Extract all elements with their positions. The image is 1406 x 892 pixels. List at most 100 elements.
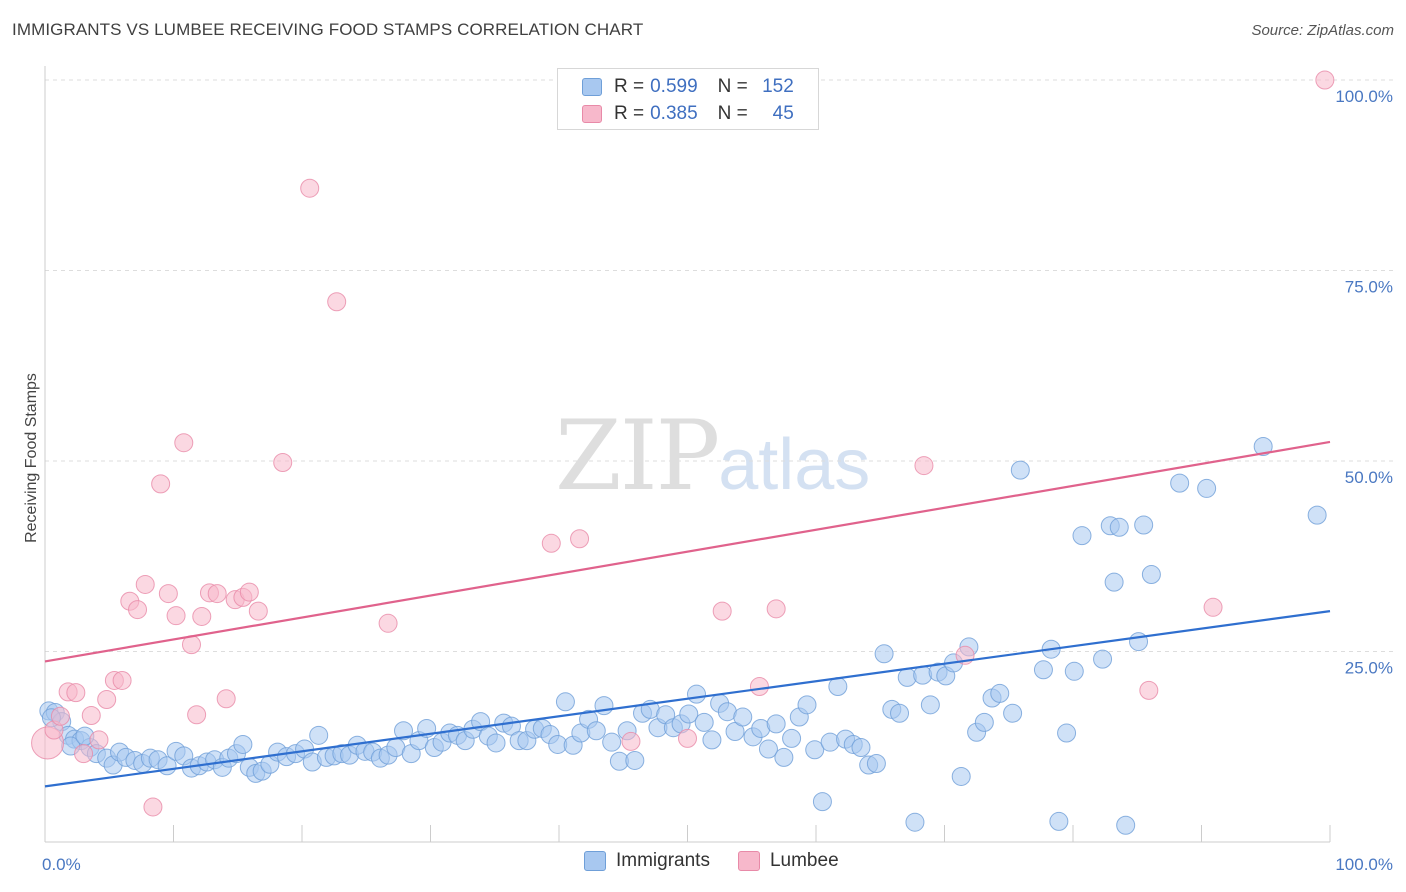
immigrants-point	[1197, 478, 1217, 498]
immigrants-point	[486, 733, 506, 753]
immigrants-points	[39, 437, 1327, 835]
lumbee-point	[97, 690, 117, 710]
lumbee-point	[300, 178, 320, 198]
chart-title: IMMIGRANTS VS LUMBEE RECEIVING FOOD STAM…	[12, 20, 644, 39]
immigrants-point	[766, 714, 786, 734]
immigrants-point	[951, 766, 971, 786]
lumbee-point	[174, 433, 194, 453]
immigrants-point	[1093, 649, 1113, 669]
lumbee-point	[1203, 597, 1223, 617]
y-tick-label: 50.0%	[1345, 468, 1393, 487]
immigrants-point	[905, 812, 925, 832]
lumbee-point	[89, 730, 109, 750]
immigrants-point	[233, 734, 253, 754]
lumbee-point	[66, 683, 86, 703]
immigrants-point	[686, 684, 706, 704]
lumbee-legend-label: Lumbee	[769, 850, 839, 871]
immigrants-point	[974, 712, 994, 732]
lumbee-point	[239, 582, 259, 602]
lumbee-swatch	[582, 105, 602, 123]
immigrants-point	[555, 692, 575, 712]
lumbee-point	[216, 689, 236, 709]
lumbee-point	[151, 474, 171, 494]
immigrants-point	[1010, 460, 1030, 480]
y-tick-label: 100.0%	[1335, 87, 1393, 106]
immigrants-point	[1003, 703, 1023, 723]
lumbee-point	[187, 705, 207, 725]
lumbee-point	[112, 670, 132, 690]
immigrants-point	[1033, 660, 1053, 680]
immigrants-point	[1109, 517, 1129, 537]
lumbee-point	[135, 574, 155, 594]
immigrants-point	[820, 732, 840, 752]
lumbee-point	[248, 601, 268, 621]
series-legend: Immigrants Lumbee	[584, 850, 867, 872]
immigrants-point	[851, 738, 871, 758]
lumbee-points	[31, 70, 1335, 817]
immigrants-point	[782, 728, 802, 748]
immigrants-point	[679, 704, 699, 724]
immigrants-point	[913, 665, 933, 685]
lumbee-point	[378, 613, 398, 633]
immigrants-point	[1104, 572, 1124, 592]
immigrants-point	[602, 732, 622, 752]
y-tick-label: 75.0%	[1345, 278, 1393, 297]
immigrants-point	[694, 712, 714, 732]
immigrants-point	[1064, 661, 1084, 681]
n-label: N =	[717, 103, 748, 124]
immigrants-point	[1057, 723, 1077, 743]
immigrants-point	[890, 703, 910, 723]
immigrants-point	[866, 754, 886, 774]
lumbee-point	[128, 600, 148, 620]
grid-lines	[45, 79, 1395, 652]
r-value: 0.385	[650, 103, 698, 124]
immigrants-point	[1072, 526, 1092, 546]
immigrants-point	[1170, 473, 1190, 493]
immigrants-point	[394, 721, 414, 741]
tick-labels: 25.0% 50.0% 75.0% 100.0% 0.0% 100.0%	[42, 87, 1393, 874]
lumbee-point	[192, 606, 212, 626]
lumbee-legend-swatch	[737, 851, 760, 871]
lumbee-point	[766, 599, 786, 619]
trend-lines	[44, 440, 1331, 788]
immigrants-point	[309, 725, 329, 745]
watermark-zip: ZIP	[555, 400, 720, 512]
watermark-atlas: atlas	[718, 425, 871, 505]
lumbee-point	[327, 292, 347, 312]
lumbee-point	[1139, 680, 1159, 700]
immigrants-swatch	[582, 78, 602, 96]
immigrants-point	[625, 750, 645, 770]
immigrants-trend-line	[44, 610, 1331, 788]
x-tick-label-min: 0.0%	[42, 855, 81, 874]
immigrants-point	[1134, 515, 1154, 535]
legend-row-lumbee: R = 0.385 N = 45	[582, 102, 794, 126]
immigrants-point	[733, 707, 753, 727]
lumbee-point	[1315, 70, 1335, 90]
lumbee-point	[158, 584, 178, 604]
immigrants-legend-label: Immigrants	[616, 850, 710, 871]
lumbee-point	[678, 728, 697, 748]
immigrants-point	[1116, 815, 1136, 835]
lumbee-point	[74, 744, 94, 764]
lumbee-point	[166, 606, 186, 626]
immigrants-point	[586, 721, 606, 741]
immigrants-point	[990, 683, 1010, 703]
lumbee-point	[570, 529, 590, 549]
x-tick-label-max: 100.0%	[1335, 855, 1393, 874]
y-tick-label: 25.0%	[1345, 659, 1393, 678]
immigrants-point	[774, 747, 794, 767]
lumbee-point	[50, 706, 70, 726]
r-label: R =	[614, 76, 645, 97]
r-label: R =	[614, 103, 645, 124]
immigrants-point	[1307, 505, 1327, 525]
n-value: 45	[772, 103, 794, 124]
immigrants-point	[805, 740, 825, 760]
immigrants-point	[1049, 811, 1069, 831]
immigrants-point	[812, 792, 832, 812]
stats-legend: R = 0.599 N = 152 R = 0.385 N = 45	[557, 68, 819, 130]
immigrants-point	[797, 695, 817, 715]
zipatlas-watermark: ZIPatlas	[555, 400, 870, 512]
lumbee-point	[207, 584, 227, 604]
lumbee-point	[81, 706, 101, 726]
